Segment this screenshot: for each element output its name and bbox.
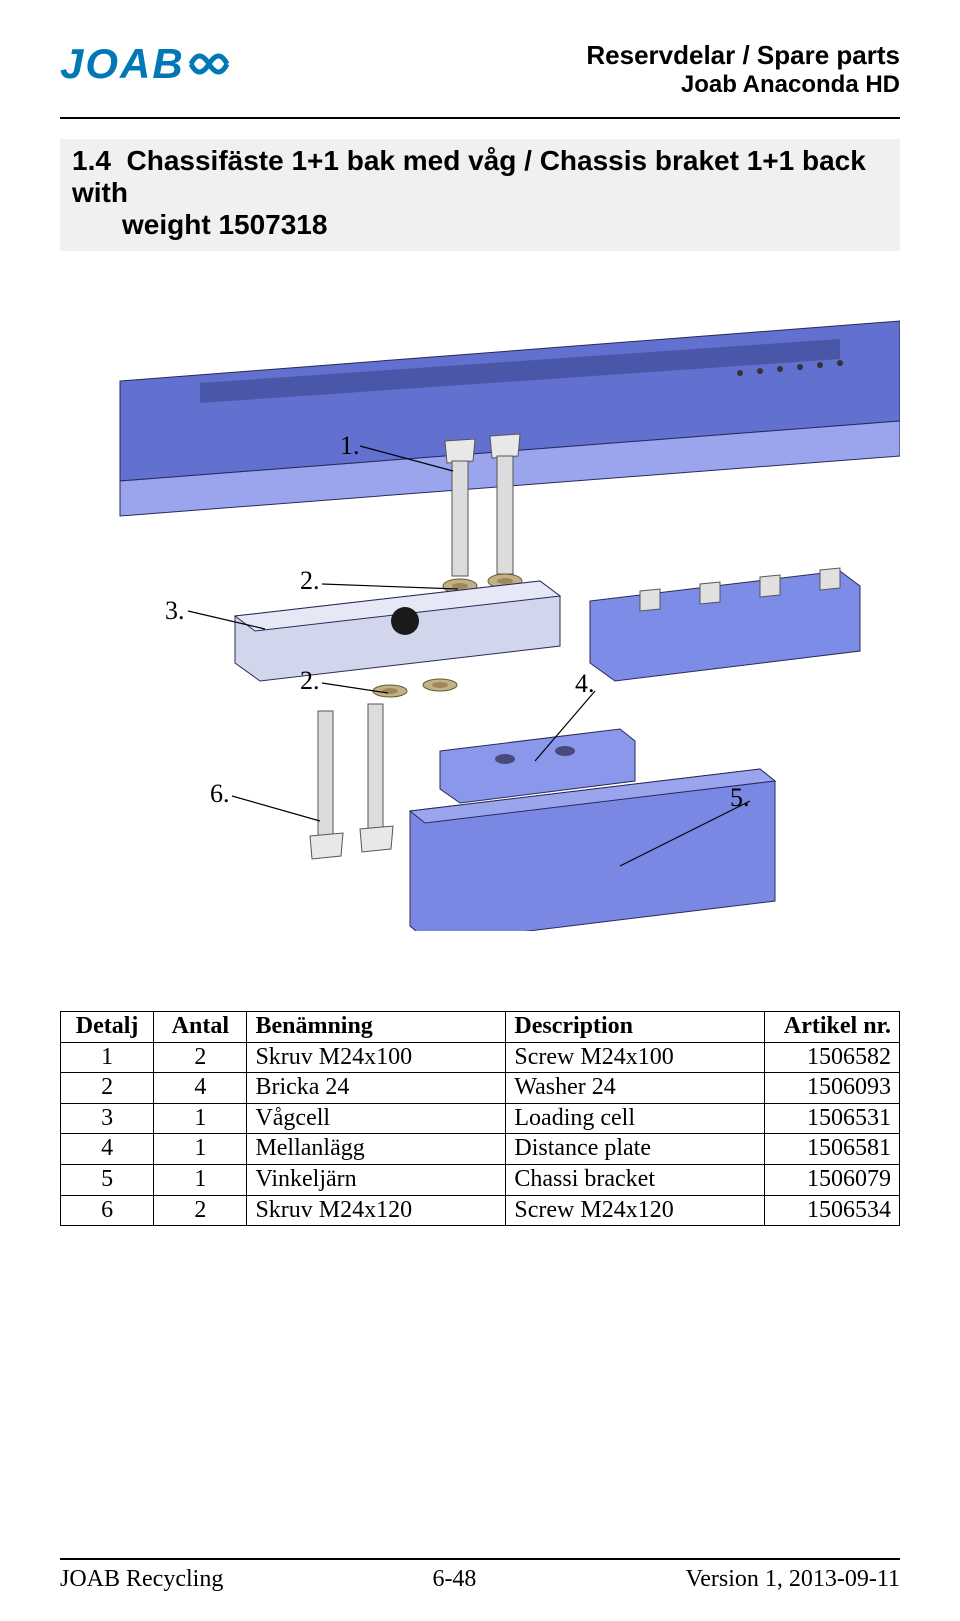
page-footer: JOAB Recycling 6-48 Version 1, 2013-09-1…	[0, 1558, 960, 1593]
table-cell: Washer 24	[506, 1073, 765, 1104]
table-cell: Bricka 24	[247, 1073, 506, 1104]
table-cell: Loading cell	[506, 1103, 765, 1134]
table-cell: 1506581	[765, 1134, 900, 1165]
header-rule	[60, 117, 900, 119]
header-titles: Reservdelar / Spare parts Joab Anaconda …	[586, 40, 900, 99]
table-cell: Skruv M24x120	[247, 1195, 506, 1226]
table-cell: 4	[154, 1073, 247, 1104]
section-title-line2: weight 1507318	[72, 209, 888, 241]
table-cell: Mellanlägg	[247, 1134, 506, 1165]
logo-text: JOAB	[60, 40, 185, 88]
table-cell: 2	[61, 1073, 154, 1104]
th-detalj: Detalj	[61, 1012, 154, 1043]
table-cell: 2	[154, 1195, 247, 1226]
callout-6: 6.	[210, 779, 230, 809]
parts-table: Detalj Antal Benämning Description Artik…	[60, 1011, 900, 1226]
table-cell: Skruv M24x100	[247, 1042, 506, 1073]
callout-1: 1.	[340, 431, 360, 461]
callout-5: 5.	[730, 783, 750, 813]
th-benamning: Benämning	[247, 1012, 506, 1043]
header-title: Reservdelar / Spare parts	[586, 40, 900, 71]
parts-table-wrap: Detalj Antal Benämning Description Artik…	[60, 1011, 900, 1226]
section-heading: 1.4 Chassifäste 1+1 bak med våg / Chassi…	[60, 139, 900, 251]
table-cell: 1506531	[765, 1103, 900, 1134]
table-cell: Vinkeljärn	[247, 1164, 506, 1195]
table-cell: 3	[61, 1103, 154, 1134]
callout-2b: 2.	[300, 666, 320, 696]
footer-center: 6-48	[432, 1566, 476, 1593]
table-row: 12Skruv M24x100Screw M24x1001506582	[61, 1042, 900, 1073]
table-cell: 4	[61, 1134, 154, 1165]
table-row: 51VinkeljärnChassi bracket1506079	[61, 1164, 900, 1195]
table-cell: Chassi bracket	[506, 1164, 765, 1195]
callout-3: 3.	[165, 596, 185, 626]
th-artikel: Artikel nr.	[765, 1012, 900, 1043]
callout-4: 4.	[575, 669, 595, 699]
footer-left: JOAB Recycling	[60, 1566, 223, 1593]
table-cell: 1	[61, 1042, 154, 1073]
th-antal: Antal	[154, 1012, 247, 1043]
table-cell: 2	[154, 1042, 247, 1073]
logo-icon	[189, 46, 229, 82]
th-description: Description	[506, 1012, 765, 1043]
table-cell: 1506093	[765, 1073, 900, 1104]
logo: JOAB	[60, 40, 229, 88]
table-cell: 1506079	[765, 1164, 900, 1195]
exploded-diagram: 1. 2. 3. 2. 4. 6. 5.	[60, 311, 900, 931]
footer-rule	[60, 1558, 900, 1560]
callout-2a: 2.	[300, 566, 320, 596]
table-cell: 1	[154, 1103, 247, 1134]
diagram-svg	[60, 311, 900, 931]
table-cell: 5	[61, 1164, 154, 1195]
table-cell: Screw M24x100	[506, 1042, 765, 1073]
table-cell: 1506582	[765, 1042, 900, 1073]
table-cell: Screw M24x120	[506, 1195, 765, 1226]
table-cell: 1	[154, 1164, 247, 1195]
table-row: 24Bricka 24Washer 241506093	[61, 1073, 900, 1104]
table-header-row: Detalj Antal Benämning Description Artik…	[61, 1012, 900, 1043]
page-header: JOAB Reservdelar / Spare parts Joab Anac…	[0, 0, 960, 109]
header-subtitle: Joab Anaconda HD	[586, 71, 900, 99]
section-title-line1: 1.4 Chassifäste 1+1 bak med våg / Chassi…	[72, 145, 888, 209]
table-row: 41MellanläggDistance plate1506581	[61, 1134, 900, 1165]
table-cell: 1506534	[765, 1195, 900, 1226]
table-row: 62Skruv M24x120Screw M24x1201506534	[61, 1195, 900, 1226]
table-row: 31VågcellLoading cell1506531	[61, 1103, 900, 1134]
footer-right: Version 1, 2013-09-11	[686, 1566, 900, 1593]
table-cell: Distance plate	[506, 1134, 765, 1165]
table-cell: 6	[61, 1195, 154, 1226]
table-cell: Vågcell	[247, 1103, 506, 1134]
table-cell: 1	[154, 1134, 247, 1165]
